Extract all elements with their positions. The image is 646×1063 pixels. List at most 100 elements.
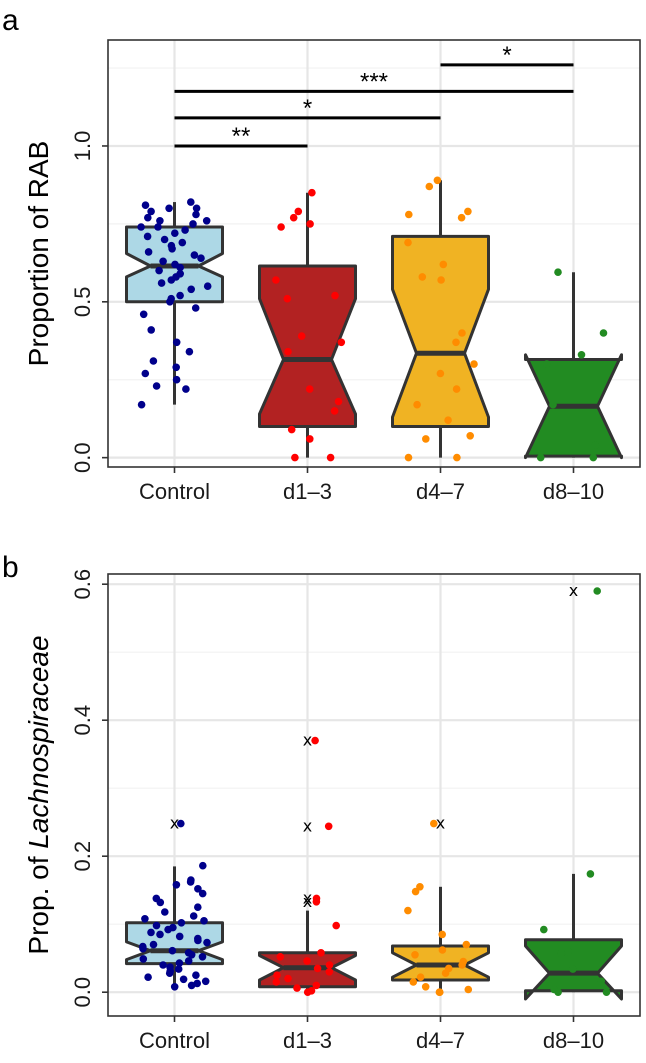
data-point [197,254,205,262]
data-point [172,363,180,372]
data-point [161,908,169,916]
data-point [186,878,195,886]
data-point [289,213,298,222]
data-point [577,351,586,359]
data-point [284,347,292,356]
data-point [306,220,314,228]
x-tick-label: Control [139,479,210,504]
data-point [159,961,167,969]
data-point [170,983,179,991]
data-point [178,238,187,247]
y-axis-label-prefix: Prop. of [23,849,54,955]
y-axis-label: Prop. of Lachnospiraceae [23,635,54,954]
data-point [175,932,184,941]
data-point [458,961,466,969]
data-point [458,329,466,337]
data-point [172,375,181,384]
data-point [175,959,184,967]
data-point [325,961,334,969]
data-point [179,975,188,984]
data-point [149,940,158,949]
data-point [557,949,565,958]
data-point [187,285,195,294]
significance-label: ** [232,123,251,150]
data-point [199,861,207,870]
data-point [156,898,165,907]
data-point [311,736,319,745]
data-point [189,912,198,920]
data-point [441,969,450,977]
data-point [156,930,164,939]
data-point [164,925,172,934]
data-point [324,822,333,831]
data-point [466,432,475,440]
data-point [156,217,164,225]
data-point [293,984,301,992]
data-point [430,819,438,828]
data-point [332,921,341,930]
data-point [139,944,147,953]
data-point [157,279,166,287]
outlier-marker: x [170,814,179,833]
data-point [141,201,150,209]
data-point [192,210,200,219]
data-point [554,268,562,277]
y-tick-label: 0.6 [70,569,95,600]
data-point [591,441,600,450]
data-point [191,304,200,312]
data-point [174,965,183,973]
data-point [540,925,548,934]
data-point [172,881,181,889]
significance-label: *** [360,68,388,95]
data-point [272,276,280,284]
plot-border [107,39,641,468]
data-point [418,273,427,281]
data-point [543,360,551,368]
data-point [549,400,557,409]
y-tick-label: 0.0 [70,977,95,1008]
data-point [325,968,334,976]
y-axis-label-taxon: Lachnospiraceae [23,635,54,848]
data-point [160,235,169,244]
data-point [411,951,419,959]
data-point [203,938,211,947]
data-point [287,425,296,434]
data-point [457,213,466,222]
data-point [147,326,155,334]
data-point [192,971,200,979]
data-point [200,917,208,925]
data-point [272,978,281,986]
data-point [453,453,461,462]
data-point [597,977,605,986]
x-tick-label: d8–10 [543,479,604,504]
data-point [190,251,199,259]
data-point [198,889,207,898]
data-point [194,885,202,893]
data-point [306,435,314,443]
y-axis-label: Proportion of RAB [23,141,54,367]
outlier-marker: x [303,888,312,907]
data-point [203,282,212,291]
data-point [589,453,598,462]
data-point [416,973,425,981]
data-point [139,955,148,963]
data-point [201,977,210,986]
data-point [305,385,314,393]
data-point [166,298,174,306]
outlier-marker: x [303,731,312,750]
y-tick-label: 0.2 [70,841,95,872]
data-point [554,988,562,996]
data-point [139,310,148,319]
data-point [599,329,608,337]
data-point [147,928,155,937]
data-point [165,969,174,977]
data-point [409,978,418,986]
significance-label: * [303,95,312,122]
data-point [167,276,176,284]
data-point [137,223,145,231]
data-point [159,257,167,266]
data-point [421,983,430,991]
data-point [198,953,207,961]
data-point [187,951,196,959]
data-point [452,385,461,393]
